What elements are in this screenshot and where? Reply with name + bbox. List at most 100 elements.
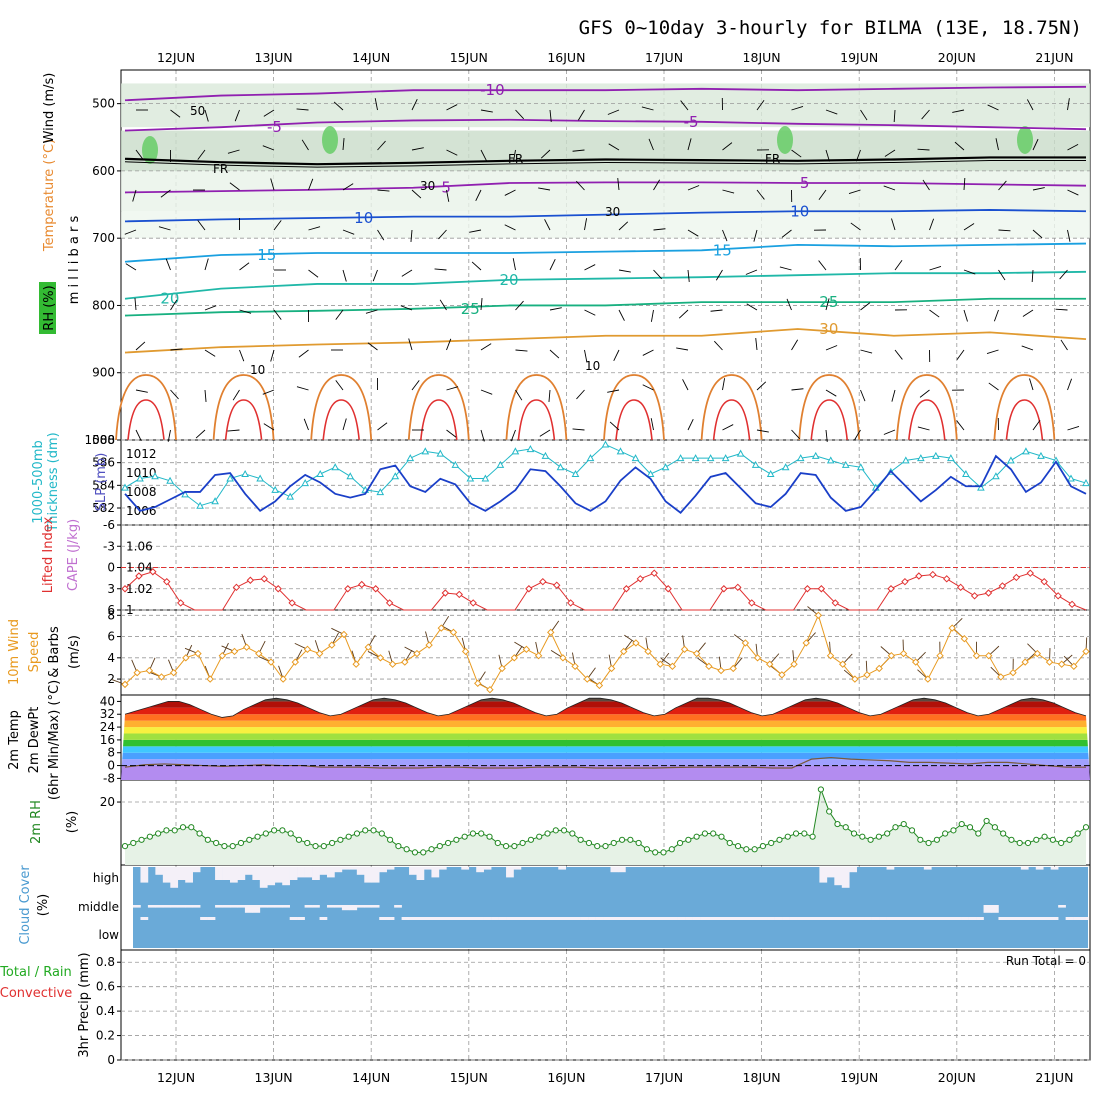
lifted-index-point [358,580,366,589]
wind-speed-series-line-point [364,643,372,651]
upper-wind-barb [446,104,458,111]
upper-wind-barb [687,138,692,151]
wind-axis-label: Wind (m/s) [42,73,57,144]
wind-speed-series-line-point [413,649,421,658]
upper-wind-barb [480,109,493,113]
upper-wind-barb [756,189,765,200]
isotherm-label--5: -5 [267,118,282,136]
rh-series-line-point [378,830,385,837]
upper-wind-barb [471,261,482,271]
date-label-bottom-16jun: 16JUN [547,1070,585,1085]
isotherm-35-arc [115,374,177,441]
rh-series-line-point [229,843,236,850]
cloud-middle-gap [133,905,141,908]
cloud-middle-sliver [759,917,768,920]
thickness-series-line-point [436,449,445,457]
cloud-middle-sliver [782,917,790,920]
rh-series-line-point [884,830,891,837]
cloud-middle-sliver [379,917,387,920]
rh-series-line-point [246,836,253,843]
rh-series-line-point [950,827,957,834]
wind-speed-series-line-point [486,685,494,694]
thickness-series-line-point [676,454,685,462]
upper-wind-barb [135,389,148,393]
isotherm-label-25: 25 [819,293,838,311]
upper-wind-barb [298,349,309,358]
rh-series-line-point [552,827,559,834]
thickness-tick-label: 584 [92,478,115,492]
upper-wind-barb [308,226,321,231]
date-label-bottom-17jun: 17JUN [645,1070,683,1085]
isotherm--5 [124,118,1087,132]
rh-series-line-point [560,827,568,834]
cloud-middle-sliver [520,917,529,920]
lifted-index-point [915,572,923,580]
upper-wind-barb [1067,189,1079,196]
upper-wind-barb [650,309,654,322]
wind-speed-series-line-point [960,634,969,643]
cloud-high-gap [349,867,358,870]
wind-speed-series-line-point [571,662,579,671]
cape-tick-label: 1 [126,603,134,617]
cloud-middle-sliver [289,917,298,920]
upper-wind-barb [745,269,758,275]
isotherm-label-5: 5 [441,179,451,197]
rh-series-line-point [942,830,949,837]
upper-wind-barb [653,179,661,191]
cloud-middle-sliver [722,917,731,920]
rh-series-line-point [859,833,866,840]
cloud-middle-sliver [498,917,507,920]
cloud-high-gap [610,867,619,873]
wind-axis-label-4: (m/s) [67,635,82,669]
temp-tick-label: 0 [107,759,115,773]
cloud-middle-sliver [1065,917,1074,920]
freezing-label: FR [213,162,228,176]
cloud-high-gap [438,867,447,870]
cloud-middle-gap [304,905,313,908]
upper-wind-barb [132,189,137,202]
cloud-high-gap [222,867,231,880]
upper-wind-barb [134,298,137,311]
date-label-bottom-15jun: 15JUN [450,1070,488,1085]
cloud-middle-sliver [200,917,208,920]
cloud-middle-sliver [297,917,305,920]
upper-wind-barb [308,178,314,191]
upper-wind-barb [303,418,309,431]
cloud-middle-sliver [737,917,746,920]
cloud-middle-sliver [998,917,1007,920]
rh-series-line-point [1041,833,1048,840]
upper-wind-barb [480,429,485,442]
wind-speed-series-line-point [218,651,227,660]
thickness-series-line-point [947,454,955,462]
rh-series-line-point [966,824,974,831]
temp-tick-label: 24 [100,720,115,734]
cloud-middle-sliver [811,917,820,920]
upper-wind-barb [1032,420,1041,431]
upper-wind-barb [1067,378,1073,391]
isotherm-5 [124,181,1087,194]
upper-wind-barb [342,138,345,151]
upper-wind-barb [544,219,551,231]
upper-wind-barb [755,338,758,351]
rh-series-line-point [892,824,899,831]
upper-wind-barb [446,386,459,391]
cloud-middle-gap [341,905,350,911]
cloud-middle-gap [244,905,253,913]
upper-wind-barb [722,378,726,391]
rh-series-line-point [353,830,361,837]
wind-speed-series-line-point [1045,658,1054,666]
lifted-index-point [831,599,840,607]
rh-series-line-point [660,849,667,856]
isotherm-40-arc [127,399,165,441]
rh-contour-label: 30 [420,179,435,193]
cloud-middle-gap [394,905,402,908]
isotherm-40-arc [810,399,848,441]
upper-wind-barb [239,262,250,271]
wind-speed-series-line-point [875,664,883,673]
upper-wind-barb [963,177,966,191]
wind-speed-series-line-point [997,673,1005,681]
upper-wind-barb [124,229,137,235]
cloud-middle-sliver [558,917,567,920]
thickness-series-line-point [706,454,715,462]
upper-wind-barb [722,424,734,431]
